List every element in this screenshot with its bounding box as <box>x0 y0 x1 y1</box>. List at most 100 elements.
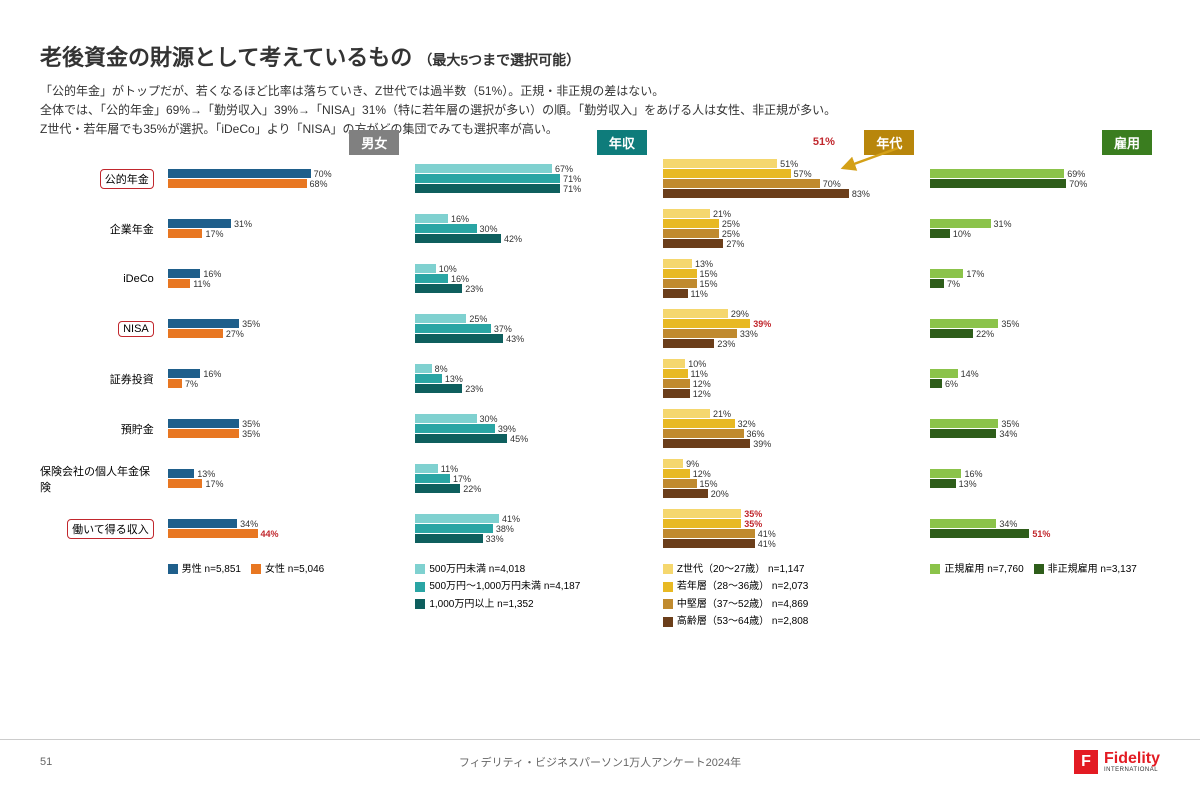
bar-group: 16%30%42% <box>415 204 655 254</box>
bar <box>168 279 190 288</box>
bar-value: 15% <box>700 279 718 289</box>
bar-value: 71% <box>563 184 581 194</box>
bar <box>663 159 777 168</box>
bar-value: 11% <box>691 369 708 379</box>
bar <box>168 529 258 538</box>
legend-item: 女性 n=5,046 <box>251 562 324 577</box>
bar <box>930 429 996 438</box>
bar-group: 11%17%22% <box>415 454 655 504</box>
bar-group: 17%7% <box>930 254 1160 304</box>
bar <box>415 524 493 533</box>
legend: 500万円未満 n=4,018500万円～1,000万円未満 n=4,1871,… <box>415 562 655 615</box>
legend-item: 中堅層（37～52歳） n=4,869 <box>663 597 808 612</box>
bar-group: 31%10% <box>930 204 1160 254</box>
footer: 51 フィデリティ・ビジネスパーソン1万人アンケート2024年 F Fideli… <box>0 739 1200 774</box>
bar <box>930 369 957 378</box>
bar-value: 8% <box>435 364 448 374</box>
bar-value: 23% <box>717 339 735 349</box>
fidelity-logo: F Fidelity INTERNATIONAL <box>1074 750 1160 774</box>
bar-value: 51% <box>780 159 798 169</box>
bar-value: 39% <box>498 424 516 434</box>
bar <box>415 384 462 393</box>
panel-age: 年代51%51%57%70%83%21%25%25%27%13%15%15%11… <box>663 154 923 632</box>
bar-value: 16% <box>451 214 469 224</box>
bar <box>168 419 239 428</box>
legend-item: 正規雇用 n=7,760 <box>930 562 1023 577</box>
bar <box>415 514 499 523</box>
bar <box>663 429 744 438</box>
bar <box>168 379 182 388</box>
bar <box>930 329 973 338</box>
bar-value: 15% <box>700 269 718 279</box>
bar-value: 16% <box>451 274 469 284</box>
bar-value: 16% <box>203 269 221 279</box>
bar-group: 35%27% <box>168 304 408 354</box>
bar-value: 70% <box>314 169 332 179</box>
bar-value: 13% <box>197 469 215 479</box>
category-label: NISA <box>40 304 160 354</box>
bar-value: 10% <box>953 229 971 239</box>
legend-item: 非正規雇用 n=3,137 <box>1034 562 1137 577</box>
bar-value: 39% <box>753 439 771 449</box>
bar-value: 33% <box>740 329 758 339</box>
bar-value: 45% <box>510 434 528 444</box>
bar <box>663 279 697 288</box>
bar <box>415 264 435 273</box>
bar <box>415 414 476 423</box>
bar-value: 11% <box>193 279 210 289</box>
bar-value: 70% <box>1069 179 1087 189</box>
page-number: 51 <box>40 756 52 768</box>
bar <box>168 219 231 228</box>
bar <box>930 179 1066 188</box>
bar-value: 9% <box>686 459 699 469</box>
bar-value: 71% <box>563 174 581 184</box>
page-title: 老後資金の財源として考えているもの （最大5つまで選択可能） <box>40 40 1160 72</box>
bar <box>663 489 708 498</box>
bar <box>168 479 203 488</box>
bar <box>415 374 442 383</box>
bar-group: 70%68% <box>168 154 408 204</box>
bar-value: 29% <box>731 309 749 319</box>
bar-value: 27% <box>726 239 744 249</box>
bar-value: 25% <box>722 229 740 239</box>
bar-value: 6% <box>945 379 958 389</box>
bar-value: 34% <box>999 429 1017 439</box>
bar-group: 35%22% <box>930 304 1160 354</box>
bar-value: 34% <box>240 519 258 529</box>
bar <box>663 529 755 538</box>
bar-group: 30%39%45% <box>415 404 655 454</box>
source-text: フィデリティ・ビジネスパーソン1万人アンケート2024年 <box>459 754 741 770</box>
bar <box>930 229 949 238</box>
bar <box>415 324 490 333</box>
bar <box>415 174 560 183</box>
bar-value: 12% <box>693 469 711 479</box>
category-label: 働いて得る収入 <box>40 504 160 554</box>
bar <box>415 284 462 293</box>
bar <box>930 469 961 478</box>
bar-group: 35%35% <box>168 404 408 454</box>
legend-item: 500万円～1,000万円未満 n=4,187 <box>415 579 580 594</box>
bar <box>663 209 710 218</box>
bar-value: 35% <box>1001 419 1019 429</box>
bar <box>930 379 942 388</box>
bar-value: 10% <box>439 264 457 274</box>
bar <box>168 369 201 378</box>
bar <box>168 519 237 528</box>
panel-header: 年代 <box>864 130 914 155</box>
bar <box>663 439 750 448</box>
bar <box>663 479 697 488</box>
bar <box>663 319 750 328</box>
bar <box>663 389 690 398</box>
bar <box>663 359 685 368</box>
bar-group: 34%44% <box>168 504 408 554</box>
bar <box>663 189 849 198</box>
bar-value: 14% <box>961 369 979 379</box>
bar-value: 41% <box>758 539 776 549</box>
bar <box>930 519 996 528</box>
bar-value: 7% <box>185 379 198 389</box>
bar <box>663 219 719 228</box>
bar <box>415 234 501 243</box>
bar <box>415 214 448 223</box>
category-label: 保険会社の個人年金保険 <box>40 454 160 504</box>
category-label: 預貯金 <box>40 404 160 454</box>
